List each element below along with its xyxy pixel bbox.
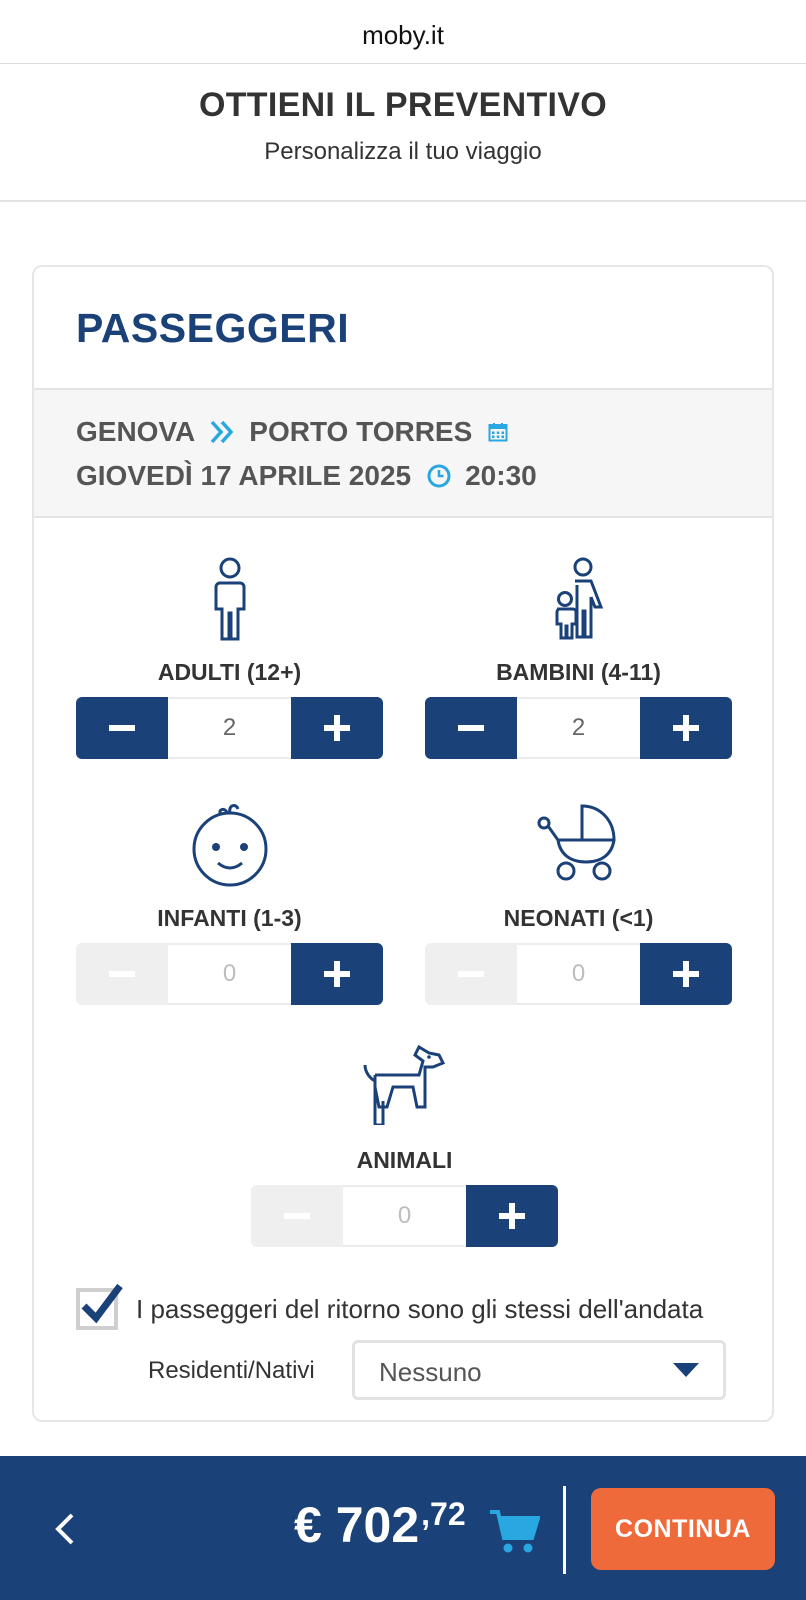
- newborns-count[interactable]: 0: [517, 943, 640, 1005]
- children-group: BAMBINI (4-11) 2: [425, 557, 732, 759]
- double-chevron-right-icon: [209, 419, 235, 445]
- animals-count[interactable]: 0: [343, 1185, 466, 1247]
- children-count[interactable]: 2: [517, 697, 640, 759]
- caret-down-icon: [673, 1363, 699, 1384]
- children-label: BAMBINI (4-11): [496, 659, 661, 685]
- infants-count[interactable]: 0: [168, 943, 291, 1005]
- children-minus-button[interactable]: [425, 697, 517, 759]
- children-stepper: 2: [425, 697, 732, 759]
- animals-group: ANIMALI 0: [251, 1045, 558, 1247]
- calendar-icon[interactable]: [488, 422, 508, 442]
- footer-bar: € 702 ,72 CONTINUA: [0, 1456, 806, 1600]
- price-main: € 702: [294, 1497, 420, 1553]
- dog-icon: [251, 1045, 558, 1125]
- adults-label: ADULTI (12+): [157, 659, 302, 685]
- passengers-card: PASSEGGERI GENOVA PORTO TORRES GIOVEDÌ 1…: [32, 265, 774, 1422]
- return-same-checkbox[interactable]: [76, 1283, 123, 1330]
- route-date: GIOVEDÌ 17 APRILE 2025: [76, 460, 412, 491]
- adults-group: ADULTI (12+) 2: [76, 557, 383, 759]
- adult-person-icon: [76, 557, 383, 641]
- residents-select[interactable]: Nessuno: [352, 1340, 726, 1400]
- infants-group: INFANTI (1-3) 0: [76, 803, 383, 1005]
- route-to: PORTO TORRES: [249, 416, 473, 447]
- section-title: PASSEGGERI: [76, 305, 350, 351]
- residents-selected-value: Nessuno: [379, 1357, 482, 1387]
- newborns-minus-button[interactable]: [425, 943, 517, 1005]
- animals-label: ANIMALI: [356, 1147, 453, 1173]
- clock-icon: [427, 464, 451, 488]
- adults-stepper: 2: [76, 697, 383, 759]
- total-price: € 702 ,72: [294, 1496, 466, 1554]
- adults-plus-button[interactable]: [291, 697, 383, 759]
- browser-url-bar[interactable]: moby.it: [0, 0, 806, 64]
- route-time: 20:30: [465, 460, 537, 491]
- children-plus-button[interactable]: [640, 697, 732, 759]
- newborns-plus-button[interactable]: [640, 943, 732, 1005]
- continue-button[interactable]: CONTINUA: [591, 1488, 775, 1570]
- infants-minus-button[interactable]: [76, 943, 168, 1005]
- newborns-label: NEONATI (<1): [503, 905, 654, 931]
- return-same-label: I passeggeri del ritorno sono gli stessi…: [136, 1293, 704, 1324]
- baby-face-icon: [76, 803, 383, 887]
- adults-count[interactable]: 2: [168, 697, 291, 759]
- animals-minus-button[interactable]: [251, 1185, 343, 1247]
- newborns-group: NEONATI (<1) 0: [425, 803, 732, 1005]
- back-chevron-icon[interactable]: [52, 1512, 76, 1551]
- adults-minus-button[interactable]: [76, 697, 168, 759]
- animals-plus-button[interactable]: [466, 1185, 558, 1247]
- cart-icon[interactable]: [488, 1508, 541, 1559]
- infants-label: INFANTI (1-3): [157, 905, 302, 931]
- page-title: OTTIENI IL PREVENTIVO: [198, 86, 608, 124]
- parent-child-icon: [425, 557, 732, 641]
- footer-divider: [563, 1486, 566, 1574]
- animals-stepper: 0: [251, 1185, 558, 1247]
- url-text: moby.it: [362, 20, 444, 50]
- stroller-icon: [425, 803, 732, 883]
- route-from: GENOVA: [76, 416, 196, 447]
- page-header: OTTIENI IL PREVENTIVO Personalizza il tu…: [0, 64, 806, 202]
- infants-stepper: 0: [76, 943, 383, 1005]
- route-summary: GENOVA PORTO TORRES GIOVEDÌ 17 APRILE 20…: [34, 388, 772, 518]
- page-subtitle: Personalizza il tuo viaggio: [264, 138, 542, 165]
- return-same-row: I passeggeri del ritorno sono gli stessi…: [76, 1283, 704, 1330]
- residents-label: Residenti/Nativi: [148, 1357, 315, 1384]
- checkmark-icon: [81, 1283, 123, 1324]
- infants-plus-button[interactable]: [291, 943, 383, 1005]
- newborns-stepper: 0: [425, 943, 732, 1005]
- price-cents: ,72: [421, 1496, 466, 1532]
